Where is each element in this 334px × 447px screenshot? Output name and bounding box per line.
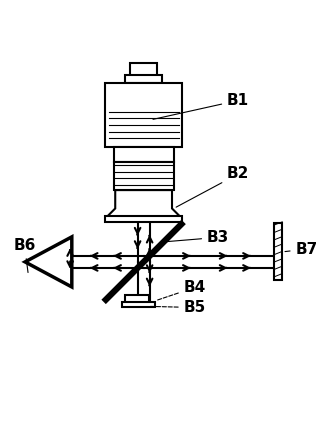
Bar: [122, 302, 155, 307]
Bar: [114, 147, 174, 162]
Bar: [105, 83, 182, 147]
Bar: [105, 216, 182, 222]
Bar: [125, 295, 149, 303]
Text: B1: B1: [153, 93, 249, 119]
Polygon shape: [107, 190, 180, 217]
Text: B2: B2: [176, 166, 249, 207]
Bar: [125, 75, 162, 83]
Text: B3: B3: [166, 230, 229, 245]
Bar: [114, 162, 174, 190]
Text: B6: B6: [13, 238, 36, 273]
Text: B7: B7: [285, 241, 318, 257]
Text: B5: B5: [150, 300, 206, 315]
Bar: [130, 63, 157, 76]
Polygon shape: [25, 237, 72, 287]
Text: B4: B4: [156, 280, 206, 300]
Bar: [274, 224, 282, 280]
